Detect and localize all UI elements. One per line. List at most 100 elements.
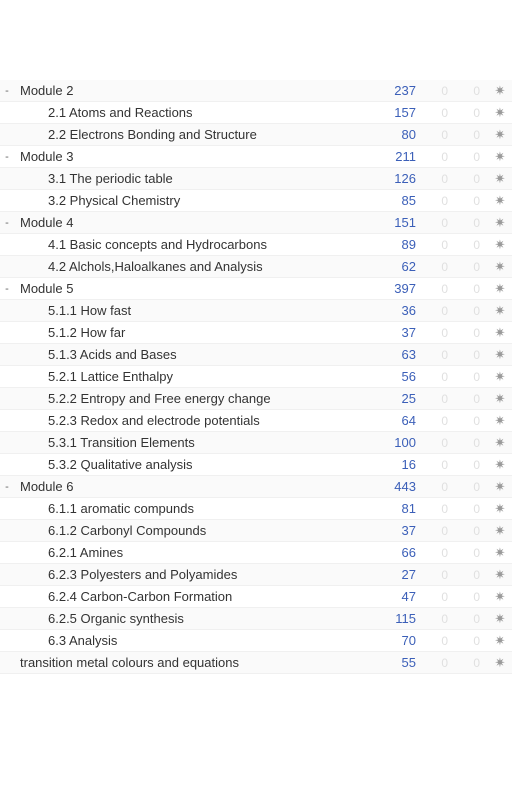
tree-row[interactable]: 5.2.1 Lattice Enthalpy5600✷ [0,366,512,388]
deck-label[interactable]: 3.1 The periodic table [14,171,378,186]
deck-label[interactable]: Module 6 [14,479,378,494]
gear-icon[interactable]: ✷ [488,149,512,165]
collapse-toggle[interactable]: - [0,151,14,163]
deck-label[interactable]: 5.3.1 Transition Elements [14,435,378,450]
tree-row[interactable]: -Module 539700✷ [0,278,512,300]
tree-row[interactable]: 5.3.1 Transition Elements10000✷ [0,432,512,454]
tree-row[interactable]: 6.3 Analysis7000✷ [0,630,512,652]
deck-label[interactable]: 5.2.3 Redox and electrode potentials [14,413,378,428]
card-count: 62 [378,259,424,274]
new-count: 0 [456,238,488,252]
deck-label[interactable]: 5.2.1 Lattice Enthalpy [14,369,378,384]
tree-row[interactable]: -Module 321100✷ [0,146,512,168]
gear-icon[interactable]: ✷ [488,281,512,297]
gear-icon[interactable]: ✷ [488,391,512,407]
deck-label[interactable]: 6.1.2 Carbonyl Compounds [14,523,378,538]
tree-row[interactable]: 2.1 Atoms and Reactions15700✷ [0,102,512,124]
deck-label[interactable]: 4.2 Alchols,Haloalkanes and Analysis [14,259,378,274]
gear-icon[interactable]: ✷ [488,523,512,539]
card-count: 80 [378,127,424,142]
deck-label[interactable]: Module 4 [14,215,378,230]
gear-icon[interactable]: ✷ [488,215,512,231]
tree-row[interactable]: 3.2 Physical Chemistry8500✷ [0,190,512,212]
deck-label[interactable]: 4.1 Basic concepts and Hydrocarbons [14,237,378,252]
gear-icon[interactable]: ✷ [488,611,512,627]
tree-row[interactable]: 4.1 Basic concepts and Hydrocarbons8900✷ [0,234,512,256]
tree-row[interactable]: 6.1.2 Carbonyl Compounds3700✷ [0,520,512,542]
due-count: 0 [424,128,456,142]
new-count: 0 [456,216,488,230]
deck-label[interactable]: 6.1.1 aromatic compunds [14,501,378,516]
deck-label[interactable]: 5.1.2 How far [14,325,378,340]
tree-row[interactable]: 6.2.3 Polyesters and Polyamides2700✷ [0,564,512,586]
tree-row[interactable]: 2.2 Electrons Bonding and Structure8000✷ [0,124,512,146]
deck-label[interactable]: Module 2 [14,83,378,98]
tree-row[interactable]: -Module 223700✷ [0,80,512,102]
gear-icon[interactable]: ✷ [488,501,512,517]
due-count: 0 [424,458,456,472]
deck-label[interactable]: transition metal colours and equations [14,655,378,670]
gear-icon[interactable]: ✷ [488,413,512,429]
due-count: 0 [424,282,456,296]
gear-icon[interactable]: ✷ [488,303,512,319]
collapse-toggle[interactable]: - [0,217,14,229]
new-count: 0 [456,612,488,626]
gear-icon[interactable]: ✷ [488,105,512,121]
deck-label[interactable]: Module 5 [14,281,378,296]
deck-label[interactable]: 6.2.3 Polyesters and Polyamides [14,567,378,582]
new-count: 0 [456,304,488,318]
gear-icon[interactable]: ✷ [488,435,512,451]
new-count: 0 [456,392,488,406]
tree-row[interactable]: 3.1 The periodic table12600✷ [0,168,512,190]
tree-row[interactable]: 6.1.1 aromatic compunds8100✷ [0,498,512,520]
gear-icon[interactable]: ✷ [488,193,512,209]
gear-icon[interactable]: ✷ [488,567,512,583]
collapse-toggle[interactable]: - [0,283,14,295]
deck-label[interactable]: 6.2.5 Organic synthesis [14,611,378,626]
card-count: 64 [378,413,424,428]
gear-icon[interactable]: ✷ [488,655,512,671]
new-count: 0 [456,546,488,560]
tree-row[interactable]: 5.1.3 Acids and Bases6300✷ [0,344,512,366]
tree-row[interactable]: 6.2.1 Amines6600✷ [0,542,512,564]
gear-icon[interactable]: ✷ [488,545,512,561]
collapse-toggle[interactable]: - [0,85,14,97]
gear-icon[interactable]: ✷ [488,479,512,495]
gear-icon[interactable]: ✷ [488,83,512,99]
tree-row[interactable]: 5.1.2 How far3700✷ [0,322,512,344]
gear-icon[interactable]: ✷ [488,633,512,649]
tree-row[interactable]: -Module 644300✷ [0,476,512,498]
gear-icon[interactable]: ✷ [488,171,512,187]
tree-row[interactable]: 5.2.3 Redox and electrode potentials6400… [0,410,512,432]
deck-label[interactable]: 3.2 Physical Chemistry [14,193,378,208]
gear-icon[interactable]: ✷ [488,127,512,143]
tree-row[interactable]: 5.1.1 How fast3600✷ [0,300,512,322]
deck-label[interactable]: 5.1.3 Acids and Bases [14,347,378,362]
deck-label[interactable]: 2.1 Atoms and Reactions [14,105,378,120]
deck-label[interactable]: 5.3.2 Qualitative analysis [14,457,378,472]
deck-label[interactable]: Module 3 [14,149,378,164]
gear-icon[interactable]: ✷ [488,237,512,253]
gear-icon[interactable]: ✷ [488,325,512,341]
deck-label[interactable]: 6.2.1 Amines [14,545,378,560]
due-count: 0 [424,656,456,670]
tree-row[interactable]: 6.2.4 Carbon-Carbon Formation4700✷ [0,586,512,608]
gear-icon[interactable]: ✷ [488,259,512,275]
tree-row[interactable]: -Module 415100✷ [0,212,512,234]
deck-label[interactable]: 5.1.1 How fast [14,303,378,318]
deck-label[interactable]: 2.2 Electrons Bonding and Structure [14,127,378,142]
tree-row[interactable]: 5.2.2 Entropy and Free energy change2500… [0,388,512,410]
collapse-toggle[interactable]: - [0,481,14,493]
gear-icon[interactable]: ✷ [488,457,512,473]
tree-row[interactable]: 4.2 Alchols,Haloalkanes and Analysis6200… [0,256,512,278]
tree-row[interactable]: transition metal colours and equations55… [0,652,512,674]
gear-icon[interactable]: ✷ [488,369,512,385]
tree-row[interactable]: 6.2.5 Organic synthesis11500✷ [0,608,512,630]
gear-icon[interactable]: ✷ [488,589,512,605]
tree-row[interactable]: 5.3.2 Qualitative analysis1600✷ [0,454,512,476]
deck-label[interactable]: 6.3 Analysis [14,633,378,648]
gear-icon[interactable]: ✷ [488,347,512,363]
deck-label[interactable]: 6.2.4 Carbon-Carbon Formation [14,589,378,604]
card-count: 37 [378,325,424,340]
deck-label[interactable]: 5.2.2 Entropy and Free energy change [14,391,378,406]
